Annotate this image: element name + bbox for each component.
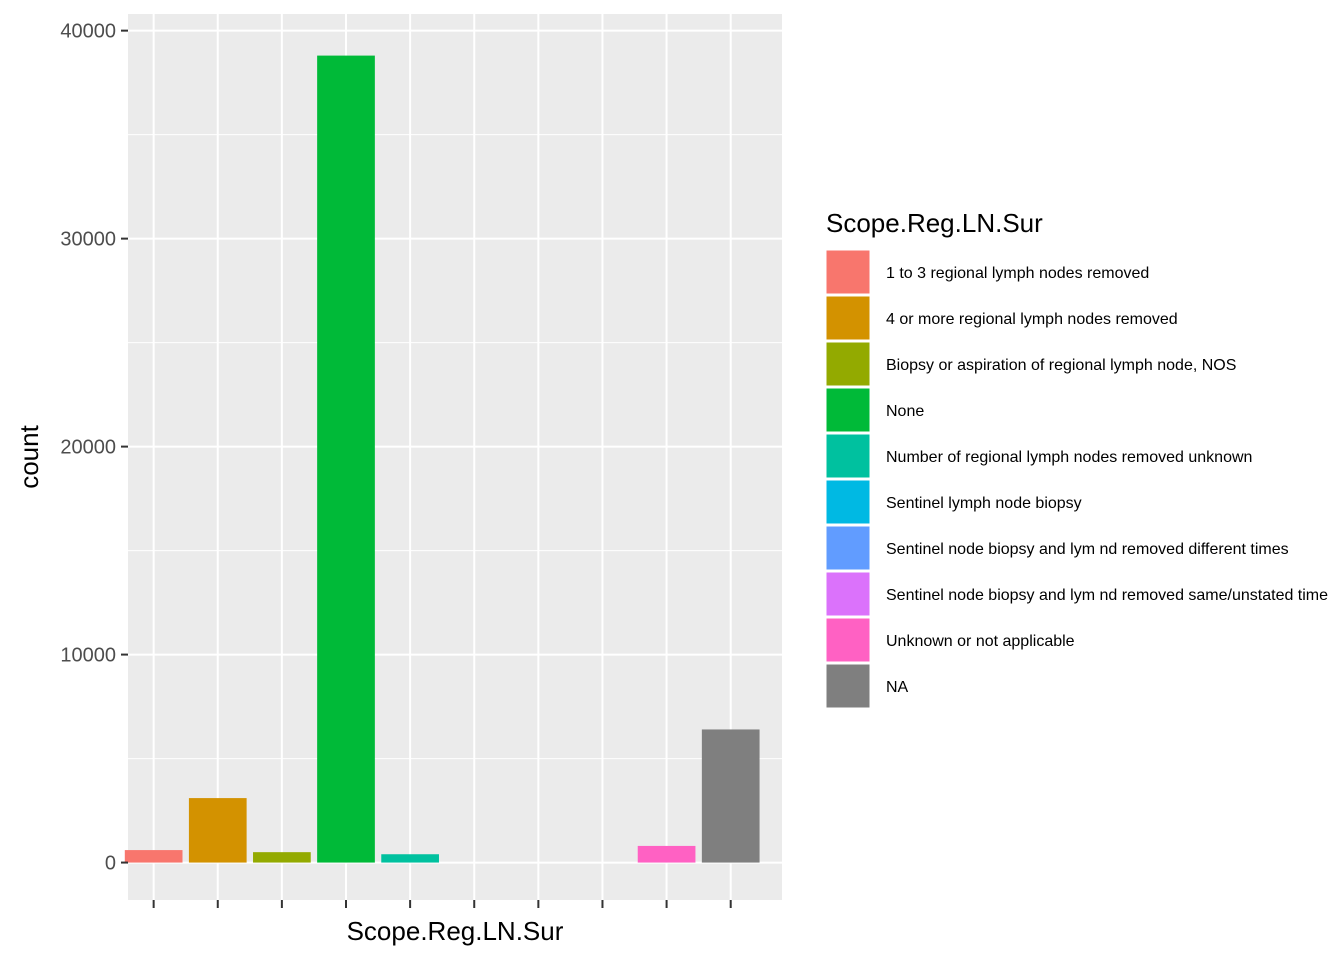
legend-key (825, 479, 871, 525)
legend-key (825, 571, 871, 617)
bar (317, 55, 375, 863)
minor-gridlines (128, 134, 782, 760)
bar (188, 798, 247, 863)
bar (124, 850, 183, 863)
legend-key (825, 249, 871, 295)
legend-key (825, 525, 871, 571)
y-axis: 0 10000 20000 30000 40000 (60, 21, 128, 875)
y-tick-label: 10000 (60, 645, 116, 667)
bar (637, 845, 696, 863)
legend-label: Biopsy or aspiration of regional lymph n… (886, 357, 1236, 374)
legend-label: Number of regional lymph nodes removed u… (886, 449, 1252, 466)
legend-label: None (886, 403, 924, 420)
legend-key (825, 663, 871, 709)
y-tick-label: 40000 (60, 21, 116, 43)
legend: Scope.Reg.LN.Sur 1 to 3 regional lymph n… (825, 208, 1328, 709)
x-axis (152, 900, 732, 908)
x-axis-title: Scope.Reg.LN.Sur (347, 916, 564, 946)
legend-key (825, 433, 871, 479)
legend-key (825, 617, 871, 663)
legend-key (825, 341, 871, 387)
legend-label: Sentinel lymph node biopsy (886, 495, 1082, 512)
y-tick-label: 20000 (60, 437, 116, 459)
legend-items: 1 to 3 regional lymph nodes removed 4 or … (825, 249, 1328, 709)
y-tick-label: 30000 (60, 229, 116, 251)
legend-key (825, 387, 871, 433)
legend-label: Sentinel node biopsy and lym nd removed … (886, 587, 1328, 604)
bar (381, 854, 439, 863)
legend-label: NA (886, 679, 909, 696)
plot-panel (128, 14, 782, 900)
legend-title: Scope.Reg.LN.Sur (826, 208, 1043, 238)
y-tick-label: 0 (105, 853, 116, 875)
legend-label: Sentinel node biopsy and lym nd removed … (886, 541, 1289, 558)
y-axis-title: count (14, 424, 44, 488)
bars (124, 55, 760, 863)
bar (253, 852, 311, 863)
bar (701, 729, 760, 863)
legend-label: 4 or more regional lymph nodes removed (886, 311, 1178, 328)
legend-label: 1 to 3 regional lymph nodes removed (886, 265, 1149, 282)
legend-key (825, 295, 871, 341)
legend-label: Unknown or not applicable (886, 633, 1075, 650)
